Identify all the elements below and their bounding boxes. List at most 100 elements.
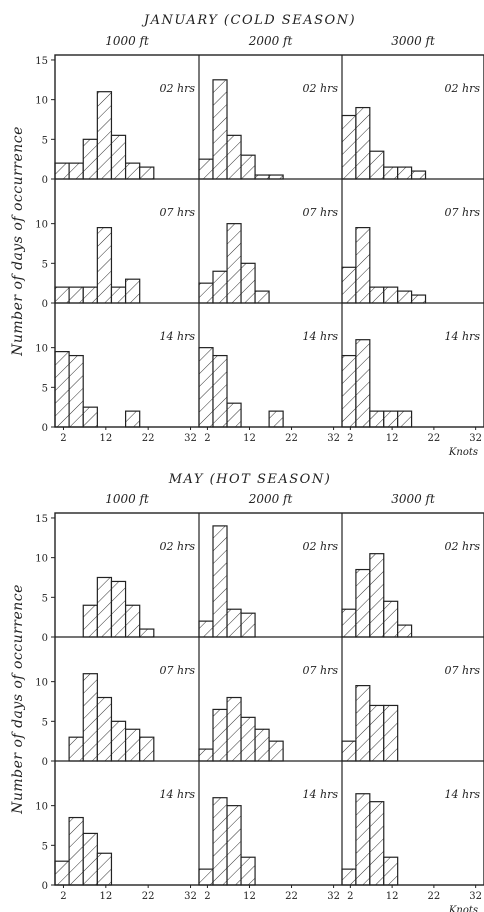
- histogram-bar: [68, 354, 84, 428]
- histogram-bar: [369, 286, 385, 304]
- hour-label: 14 hrs: [445, 330, 481, 343]
- x-tick-label: 22: [428, 433, 441, 444]
- x-tick-label: 22: [285, 891, 298, 902]
- histogram-bar: [240, 856, 256, 886]
- histogram-bar: [82, 832, 98, 886]
- y-tick-label: 5: [42, 259, 48, 270]
- hour-label: 02 hrs: [445, 82, 481, 95]
- histogram-bar: [96, 696, 113, 762]
- histogram-bar: [96, 576, 113, 638]
- histogram-bar: [125, 410, 141, 428]
- hour-label: 14 hrs: [160, 788, 196, 801]
- histogram-bar: [68, 736, 84, 762]
- hour-label: 14 hrs: [160, 330, 196, 343]
- histogram-bar: [139, 628, 155, 638]
- histogram-bar: [355, 685, 371, 762]
- histogram-bar: [212, 708, 228, 762]
- plot-frame: [54, 512, 484, 886]
- y-tick-label: 0: [42, 423, 48, 434]
- x-tick-label: 32: [469, 433, 482, 444]
- chart-january: JANUARY (COLD SEASON) 1000 ft 2000 ft 3000 …: [10, 13, 484, 458]
- hour-label: 14 hrs: [303, 788, 339, 801]
- y-tick-label: 10: [35, 554, 48, 565]
- y-tick-label: 5: [42, 717, 48, 728]
- histogram-bar: [226, 402, 242, 428]
- x-tick-label: 32: [184, 433, 197, 444]
- histogram-bar: [82, 604, 98, 638]
- histogram-bar: [226, 696, 242, 762]
- histogram-bar: [96, 227, 113, 304]
- y-tick-label: 10: [35, 220, 48, 231]
- x-tick-label: 2: [347, 433, 353, 444]
- x-tick-label: 2: [204, 891, 210, 902]
- hour-label: 02 hrs: [160, 540, 196, 553]
- x-tick-label: 12: [243, 891, 256, 902]
- histogram-bar: [198, 748, 214, 762]
- histogram-bar: [369, 150, 385, 180]
- x-tick-label: 2: [347, 891, 353, 902]
- hour-label: 07 hrs: [445, 664, 481, 677]
- histogram-bar: [226, 805, 242, 886]
- hour-label: 07 hrs: [160, 206, 196, 219]
- chart-title: MAY (HOT SEASON): [168, 472, 332, 487]
- histogram-bar: [411, 294, 427, 304]
- x-tick-label: 12: [99, 433, 112, 444]
- histogram-bar: [226, 608, 242, 638]
- y-tick-label: 10: [35, 96, 48, 107]
- histogram-bar: [198, 620, 214, 638]
- histogram-bar: [268, 410, 284, 428]
- y-tick-label: 0: [42, 633, 48, 644]
- histogram-bar: [212, 354, 228, 428]
- y-axis-label: Number of days of occurrence: [10, 126, 26, 357]
- histogram-bar: [82, 406, 98, 428]
- x-tick-label: 2: [60, 891, 66, 902]
- histogram-bar: [54, 351, 70, 428]
- histogram-bar: [125, 162, 141, 180]
- altitude-label: 2000 ft: [248, 34, 293, 48]
- y-tick-label: 15: [35, 56, 48, 67]
- histogram-bar: [397, 290, 413, 304]
- histogram-bar: [68, 816, 84, 886]
- y-tick-label: 5: [42, 383, 48, 394]
- x-tick-label: 32: [184, 891, 197, 902]
- histogram-bar: [198, 282, 214, 304]
- histogram-bar: [212, 270, 228, 304]
- x-tick-label: 12: [99, 891, 112, 902]
- histogram-bar: [110, 286, 127, 304]
- hour-label: 02 hrs: [303, 82, 339, 95]
- x-tick-label: 22: [285, 433, 298, 444]
- histogram-bar: [139, 166, 155, 180]
- histogram-bar: [54, 286, 70, 304]
- histogram-bar: [397, 410, 413, 428]
- histogram-bar: [369, 410, 385, 428]
- hour-label: 07 hrs: [303, 664, 339, 677]
- x-tick-label: 22: [428, 891, 441, 902]
- histogram-bar: [397, 166, 413, 180]
- hour-label: 14 hrs: [303, 330, 339, 343]
- histogram-bar: [96, 91, 113, 180]
- histogram-bar: [125, 278, 141, 304]
- histogram-bar: [125, 728, 141, 762]
- y-axis-label: Number of days of occurrence: [10, 584, 26, 815]
- histogram-bar: [82, 138, 98, 180]
- x-tick-label: 12: [386, 891, 399, 902]
- histogram-bar: [96, 852, 113, 886]
- x-tick-label: 2: [204, 433, 210, 444]
- figure-root: JANUARY (COLD SEASON) 1000 ft 2000 ft 3000 …: [10, 13, 484, 912]
- y-tick-label: 10: [35, 344, 48, 355]
- y-tick-label: 0: [42, 175, 48, 186]
- x-tick-label: 32: [327, 891, 340, 902]
- histogram-bar: [198, 347, 214, 428]
- x-unit-label: Knots: [448, 905, 478, 912]
- hour-label: 14 hrs: [445, 788, 481, 801]
- histogram-bar: [198, 868, 214, 886]
- histogram-bar: [212, 525, 228, 638]
- altitude-label: 3000 ft: [391, 492, 435, 506]
- histogram-bar: [110, 720, 127, 762]
- histogram-bar: [240, 716, 256, 762]
- x-tick-label: 32: [327, 433, 340, 444]
- y-tick-label: 0: [42, 299, 48, 310]
- histogram-bar: [341, 740, 357, 762]
- histogram-bar: [54, 162, 70, 180]
